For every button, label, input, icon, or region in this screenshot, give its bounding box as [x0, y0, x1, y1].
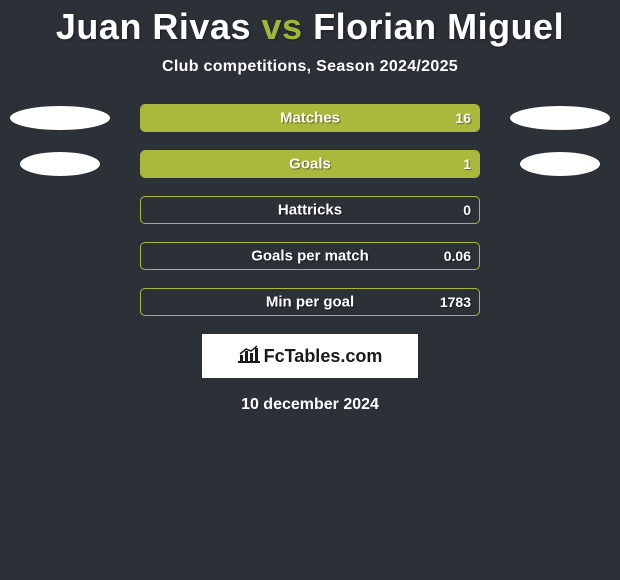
stat-value-right: 0.06: [444, 248, 471, 264]
stat-row: Goals 1: [0, 150, 620, 178]
player2-name: Florian Miguel: [313, 6, 564, 47]
stat-label: Goals per match: [251, 248, 369, 265]
date: 10 december 2024: [0, 396, 620, 414]
player1-name: Juan Rivas: [56, 6, 251, 47]
stat-row: Matches 16: [0, 104, 620, 132]
stat-label: Min per goal: [266, 294, 354, 311]
stats-rows: Matches 16 Goals 1 Hattricks 0 Goals per match…: [0, 104, 620, 316]
comparison-infographic: Juan Rivas vs Florian Miguel Club compet…: [0, 0, 620, 414]
logo-box: FcTables.com: [202, 334, 418, 378]
chart-icon: [238, 345, 260, 368]
stat-row: Min per goal 1783: [0, 288, 620, 316]
stat-value-right: 1783: [440, 294, 471, 310]
subtitle: Club competitions, Season 2024/2025: [0, 58, 620, 76]
stat-bar: Hattricks 0: [140, 196, 480, 224]
stat-bar: Min per goal 1783: [140, 288, 480, 316]
stat-row: Goals per match 0.06: [0, 242, 620, 270]
stat-row: Hattricks 0: [0, 196, 620, 224]
right-ellipse: [520, 152, 600, 176]
stat-bar: Goals 1: [140, 150, 480, 178]
stat-value-right: 1: [463, 156, 471, 172]
left-ellipse: [20, 152, 100, 176]
stat-value-right: 0: [463, 202, 471, 218]
stat-label: Matches: [280, 110, 340, 127]
stat-bar: Matches 16: [140, 104, 480, 132]
right-ellipse: [510, 106, 610, 130]
left-ellipse: [10, 106, 110, 130]
logo-text: FcTables.com: [264, 346, 383, 367]
stat-label: Hattricks: [278, 202, 342, 219]
vs-label: vs: [262, 6, 303, 47]
stat-value-right: 16: [455, 110, 471, 126]
page-title: Juan Rivas vs Florian Miguel: [0, 0, 620, 52]
logo: FcTables.com: [238, 345, 383, 368]
stat-bar: Goals per match 0.06: [140, 242, 480, 270]
stat-label: Goals: [289, 156, 331, 173]
